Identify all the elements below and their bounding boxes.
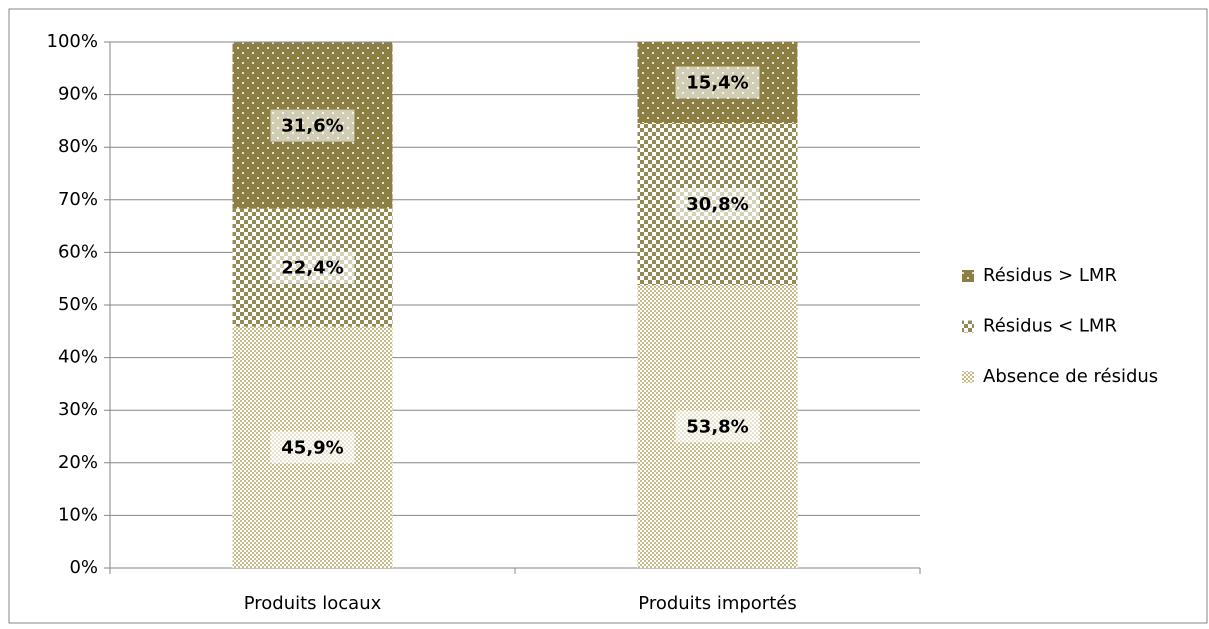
y-tick-label: 80%: [58, 136, 98, 157]
data-label: 30,8%: [686, 194, 748, 215]
data-label-bg: [270, 431, 355, 464]
legend-label: Résidus > LMR: [983, 265, 1117, 286]
y-tick-label: 10%: [58, 504, 98, 525]
data-label: 22,4%: [281, 258, 343, 279]
data-label-bg: [675, 188, 760, 221]
data-label: 31,6%: [281, 116, 343, 137]
data-label-bg: [270, 251, 355, 284]
y-tick-label: 40%: [58, 347, 98, 368]
y-tick-label: 90%: [58, 84, 98, 105]
x-tick-label: Produits locaux: [244, 593, 382, 614]
legend-label: Absence de résidus: [983, 366, 1158, 387]
y-tick-label: 70%: [58, 189, 98, 210]
data-label: 45,9%: [281, 437, 343, 458]
y-tick-label: 50%: [58, 294, 98, 315]
y-tick-label: 20%: [58, 452, 98, 473]
legend-label: Résidus < LMR: [983, 316, 1117, 337]
legend-swatch: [962, 371, 974, 383]
legend-swatch: [962, 320, 974, 333]
legend-swatch: [962, 270, 974, 282]
data-label-bg: [675, 66, 760, 99]
chart-border: [8, 8, 1208, 624]
data-label: 15,4%: [686, 73, 748, 94]
y-tick-label: 0%: [69, 557, 98, 578]
data-label-bg: [675, 410, 760, 443]
data-label: 53,8%: [686, 417, 748, 438]
y-tick-label: 30%: [58, 399, 98, 420]
data-label-bg: [270, 109, 355, 142]
y-tick-label: 100%: [47, 31, 98, 52]
y-tick-label: 60%: [58, 241, 98, 262]
x-tick-label: Produits importés: [638, 593, 796, 614]
